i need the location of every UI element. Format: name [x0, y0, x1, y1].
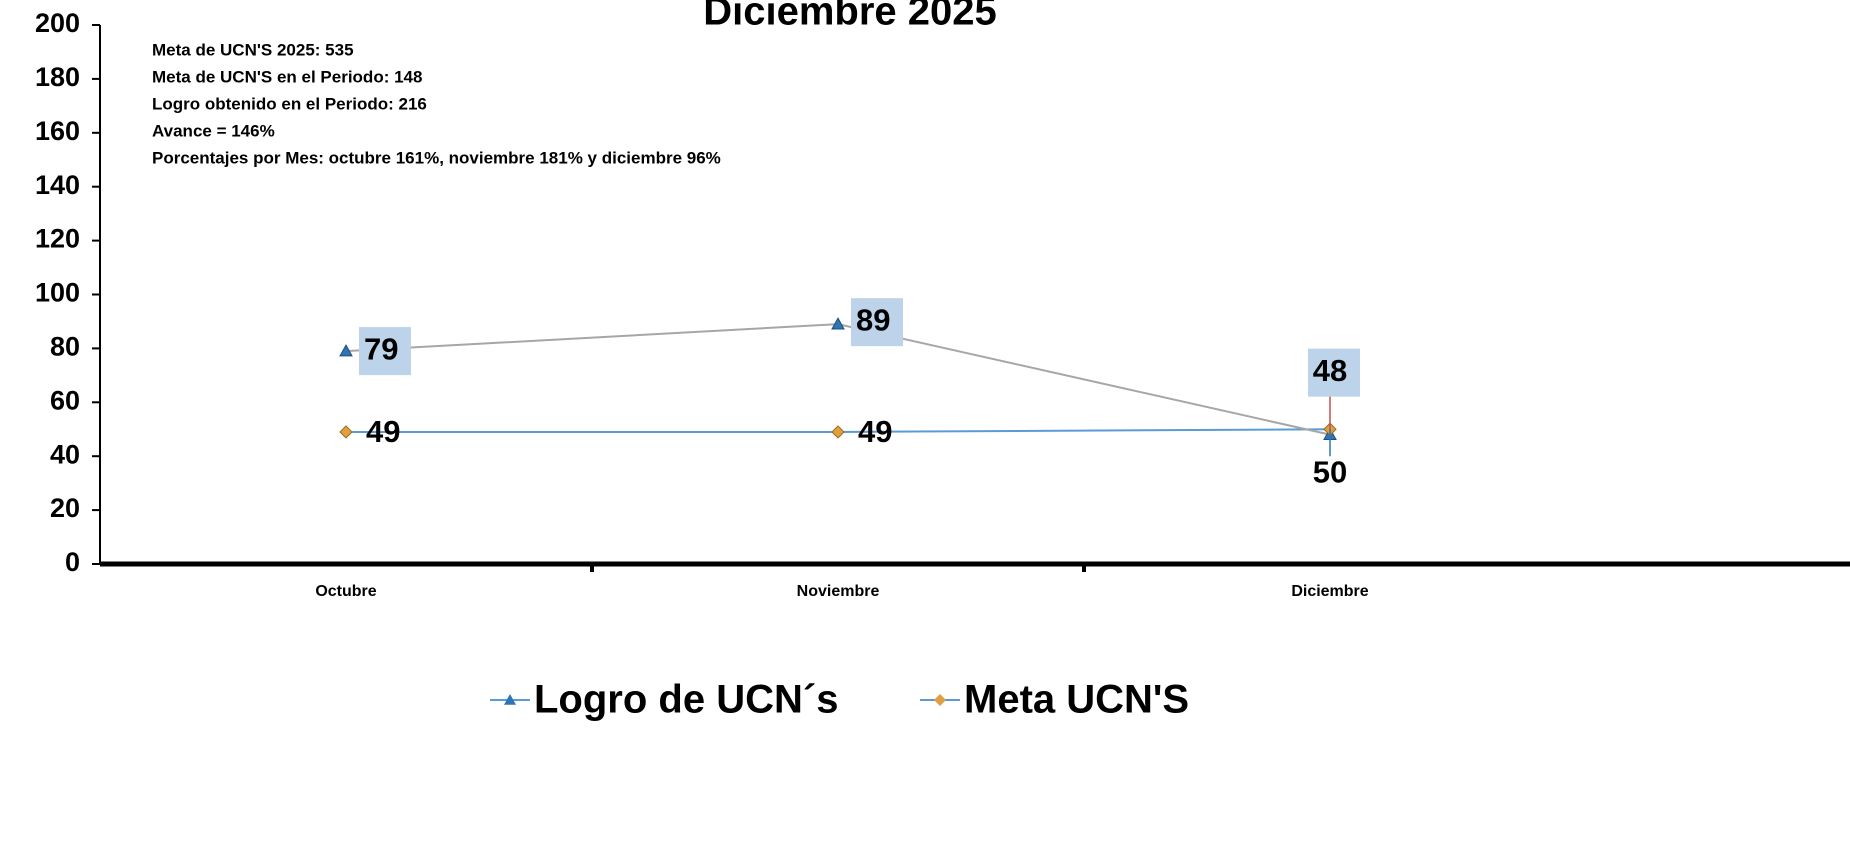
marker — [831, 425, 845, 439]
annotation: Meta de UCN'S en el Periodo: 148 — [152, 67, 422, 86]
annotation: Avance = 146% — [152, 121, 275, 140]
data-label: 50 — [1313, 454, 1347, 489]
marker — [831, 317, 845, 330]
marker — [339, 425, 353, 439]
x-tick-label: Octubre — [315, 583, 376, 600]
legend-label: Meta UCN'S — [964, 678, 1189, 722]
x-tick-label: Noviembre — [797, 583, 880, 600]
y-tick-label: 20 — [50, 493, 80, 523]
legend-label: Logro de UCN´s — [534, 678, 838, 722]
y-tick-label: 100 — [35, 278, 80, 308]
y-tick-label: 140 — [35, 170, 80, 200]
annotation: Logro obtenido en el Periodo: 216 — [152, 94, 427, 113]
data-label: 89 — [856, 302, 890, 337]
chart-title: Diciembre 2025 — [703, 0, 997, 34]
y-tick-label: 80 — [50, 332, 80, 362]
label-box — [359, 327, 411, 376]
y-tick-label: 40 — [50, 439, 80, 469]
legend-marker — [934, 694, 946, 706]
x-tick-label: Diciembre — [1291, 583, 1368, 600]
y-tick-label: 160 — [35, 116, 80, 146]
label-box — [851, 298, 903, 347]
y-tick-label: 120 — [35, 224, 80, 254]
data-label: 49 — [366, 414, 400, 449]
series-line — [345, 323, 1331, 436]
legend-marker — [504, 694, 516, 705]
label-box — [1308, 348, 1360, 397]
y-tick-label: 200 — [35, 8, 80, 38]
marker — [339, 344, 353, 357]
annotation: Meta de UCN'S 2025: 535 — [152, 40, 354, 59]
data-label: 49 — [858, 414, 892, 449]
data-label: 79 — [364, 331, 398, 366]
data-label: 48 — [1313, 353, 1347, 388]
annotation: Porcentajes por Mes: octubre 161%, novie… — [152, 148, 721, 167]
y-tick-label: 0 — [65, 547, 80, 577]
y-tick-label: 60 — [50, 385, 80, 415]
y-tick-label: 180 — [35, 62, 80, 92]
